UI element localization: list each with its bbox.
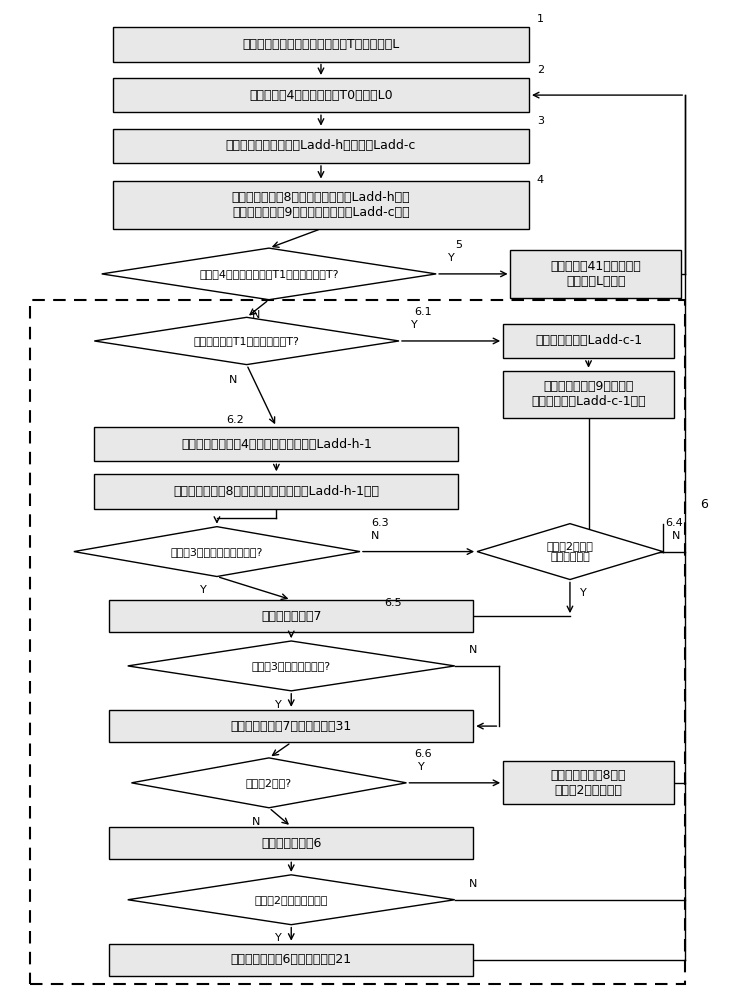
- Polygon shape: [74, 527, 360, 577]
- Text: 计算需要添加的开水量Ladd-h和冷水量Ladd-c: 计算需要添加的开水量Ladd-h和冷水量Ladd-c: [226, 139, 416, 152]
- Text: 3: 3: [536, 116, 544, 126]
- Text: 6.1: 6.1: [414, 307, 432, 317]
- Text: Y: Y: [418, 762, 424, 772]
- Text: 控制出水阀41放出体积为
目标水量L的温水: 控制出水阀41放出体积为 目标水量L的温水: [551, 260, 642, 288]
- Text: 2: 2: [536, 65, 544, 75]
- Bar: [510, 250, 681, 298]
- Text: 6.2: 6.2: [227, 415, 245, 425]
- Bar: [113, 27, 529, 62]
- Text: 关闭第二控制阀7，开启制冷器31: 关闭第二控制阀7，开启制冷器31: [231, 720, 352, 733]
- Bar: [109, 944, 473, 976]
- Text: 1: 1: [536, 14, 544, 24]
- Bar: [113, 181, 529, 229]
- Text: 6.3: 6.3: [372, 518, 389, 528]
- Bar: [109, 827, 473, 859]
- Text: 6.5: 6.5: [384, 598, 402, 608]
- Text: 检测温水箱4中当前的水温T0和水量L0: 检测温水箱4中当前的水温T0和水量L0: [249, 89, 393, 102]
- Text: 计算第一冷水量Ladd-c-1: 计算第一冷水量Ladd-c-1: [535, 334, 642, 347]
- Text: Y: Y: [275, 933, 281, 943]
- Text: 关闭第一控制阀6，开启加热器21: 关闭第一控制阀6，开启加热器21: [231, 953, 352, 966]
- Text: 5: 5: [455, 240, 462, 250]
- Text: 控制第四控制阀9添加体积
为第一冷水量Ladd-c-1的水: 控制第四控制阀9添加体积 为第一冷水量Ladd-c-1的水: [531, 380, 646, 408]
- Text: N: N: [229, 375, 237, 385]
- Text: N: N: [469, 645, 477, 655]
- Text: 开水箱2的水位达到满值: 开水箱2的水位达到满值: [254, 895, 328, 905]
- Text: 控制第三控制阀8添加体积为第一开水量Ladd-h-1的水: 控制第三控制阀8添加体积为第一开水量Ladd-h-1的水: [173, 485, 380, 498]
- Text: Y: Y: [275, 700, 281, 710]
- Text: N: N: [672, 531, 680, 541]
- Text: 6: 6: [700, 498, 708, 511]
- Polygon shape: [477, 524, 663, 580]
- Text: N: N: [469, 879, 477, 889]
- Text: 温水箱4中加水后的水温T1等于目标水温T?: 温水箱4中加水后的水温T1等于目标水温T?: [199, 269, 339, 279]
- Polygon shape: [94, 317, 399, 365]
- Bar: [94, 427, 459, 461]
- Text: N: N: [251, 310, 260, 320]
- Text: Y: Y: [448, 253, 454, 263]
- Bar: [113, 78, 529, 112]
- Text: 计算需要往温水箱4中添加的第一开水量Ladd-h-1: 计算需要往温水箱4中添加的第一开水量Ladd-h-1: [181, 438, 372, 451]
- Text: 冷水箱3的水位低于预设阈值?: 冷水箱3的水位低于预设阈值?: [171, 547, 263, 557]
- Bar: [503, 371, 674, 418]
- Polygon shape: [128, 641, 455, 691]
- Text: 冷水箱3的水位达到满值?: 冷水箱3的水位达到满值?: [251, 661, 330, 671]
- Text: 6.4: 6.4: [665, 518, 683, 528]
- Text: 6.6: 6.6: [414, 749, 432, 759]
- Bar: [503, 761, 674, 804]
- Text: 加水后的水温T1高于目标水温T?: 加水后的水温T1高于目标水温T?: [194, 336, 300, 346]
- Text: 控制第三控制阀8添加体积为开水量Ladd-h的水
控制第四控制阀9添加体积为冷水量Ladd-c的水: 控制第三控制阀8添加体积为开水量Ladd-h的水 控制第四控制阀9添加体积为冷水…: [232, 191, 410, 219]
- Text: N: N: [371, 531, 379, 541]
- Text: 打开第一控制阀6: 打开第一控制阀6: [261, 837, 322, 850]
- Text: Y: Y: [580, 588, 586, 598]
- Bar: [113, 129, 529, 163]
- Polygon shape: [101, 248, 436, 300]
- Bar: [109, 600, 473, 632]
- Bar: [94, 474, 459, 509]
- Polygon shape: [131, 758, 407, 808]
- Bar: [503, 324, 674, 358]
- Text: N: N: [251, 817, 260, 827]
- Text: Y: Y: [410, 320, 417, 330]
- Text: 接收用户选择或输入的目标水温T和目标水量L: 接收用户选择或输入的目标水温T和目标水量L: [242, 38, 400, 51]
- Bar: [109, 710, 473, 742]
- Text: 打开第三控制阀8直至
开水箱2的水位排完: 打开第三控制阀8直至 开水箱2的水位排完: [551, 769, 627, 797]
- Text: 开水箱2的水位
低于预设阈值: 开水箱2的水位 低于预设阈值: [547, 541, 593, 562]
- Bar: [30, 300, 685, 984]
- Text: 开水箱2有水?: 开水箱2有水?: [246, 778, 292, 788]
- Text: 4: 4: [536, 175, 544, 185]
- Text: Y: Y: [200, 585, 207, 595]
- Polygon shape: [128, 875, 455, 925]
- Text: 打开第二控制阀7: 打开第二控制阀7: [261, 610, 322, 623]
